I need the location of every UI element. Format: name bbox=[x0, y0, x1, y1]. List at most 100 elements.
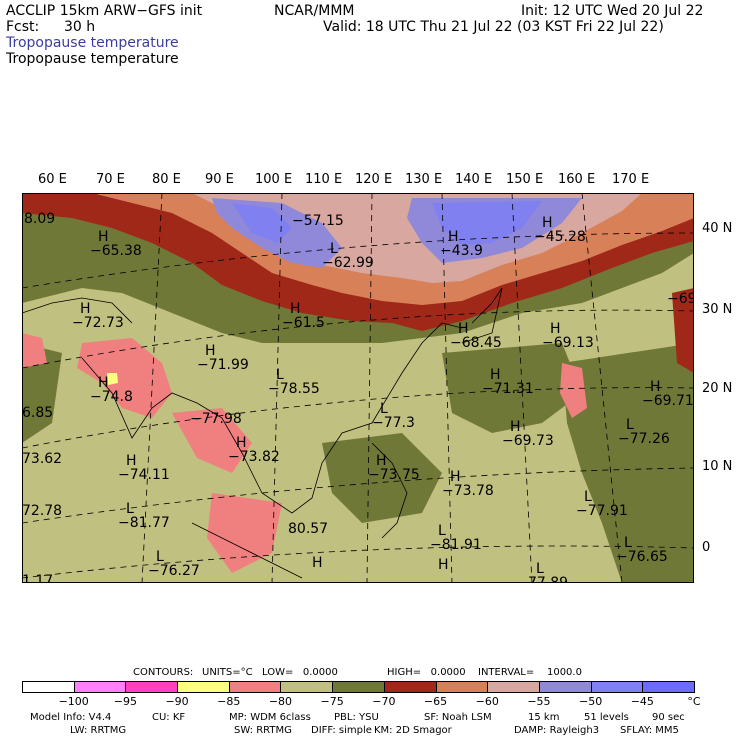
field-patch-salmon-bay bbox=[172, 408, 252, 473]
extremum-value: 77.89 bbox=[528, 575, 568, 583]
high-marker: H bbox=[98, 375, 109, 391]
colorbar-tick: −90 bbox=[165, 695, 189, 708]
lon-label: 140 E bbox=[455, 172, 493, 187]
high-marker: H bbox=[290, 301, 301, 317]
field-patch-salmon-south bbox=[207, 493, 282, 573]
fcst-label: Fcst: bbox=[6, 19, 40, 35]
low-marker: L bbox=[626, 417, 634, 433]
high-marker: H bbox=[126, 453, 137, 469]
extremum-value: −65.38 bbox=[90, 243, 142, 259]
colorbar-cell bbox=[177, 681, 230, 693]
colorbar-cell bbox=[125, 681, 179, 693]
extremum-value: −69 bbox=[667, 291, 694, 307]
tropopause-temperature-map: 8.09H−65.38−57.15L−62.99H−43.9H−45.28−69… bbox=[22, 193, 694, 583]
valid-time: Valid: 18 UTC Thu 21 Jul 22 (03 KST Fri … bbox=[323, 19, 664, 35]
extremum-value: −78.55 bbox=[268, 381, 320, 397]
low-marker: L bbox=[330, 241, 338, 257]
footer-item: SW: RRTMG bbox=[234, 725, 292, 736]
colorbar-tick: −60 bbox=[475, 695, 499, 708]
extremum-value: 72.78 bbox=[22, 503, 62, 519]
lon-label: 160 E bbox=[558, 172, 596, 187]
colorbar-cell bbox=[435, 681, 489, 693]
extremum-value: −43.9 bbox=[440, 243, 483, 259]
interval-label: INTERVAL= 1000.0 bbox=[478, 667, 582, 678]
lon-label: 170 E bbox=[612, 172, 650, 187]
footer-item: SF: Noah LSM bbox=[424, 712, 492, 723]
colorbar-tick: −55 bbox=[527, 695, 551, 708]
extremum-value: −77.3 bbox=[372, 415, 415, 431]
low-marker: L bbox=[438, 523, 446, 539]
colorbar-tick: −80 bbox=[268, 695, 293, 708]
extremum-value: −73.82 bbox=[228, 449, 280, 465]
lon-label: 150 E bbox=[506, 172, 544, 187]
field-title-2: Tropopause temperature bbox=[6, 51, 179, 67]
extremum-value: −77.91 bbox=[576, 503, 628, 519]
extremum-value: −71.99 bbox=[197, 357, 249, 373]
field-patch-blue-2 bbox=[232, 203, 292, 243]
colorbar-tick: −75 bbox=[320, 695, 344, 708]
extremum-value: −76.27 bbox=[148, 563, 200, 579]
extremum-value: −45.28 bbox=[534, 229, 586, 245]
field-title-1: Tropopause temperature bbox=[6, 35, 179, 51]
high-marker: H bbox=[510, 419, 521, 435]
extremum-value: −77.26 bbox=[618, 431, 670, 447]
extrema-labels: 8.09H−65.38−57.15L−62.99H−43.9H−45.28−69… bbox=[22, 211, 694, 583]
footer-item: 90 sec bbox=[652, 712, 685, 723]
lon-label: 80 E bbox=[152, 172, 181, 187]
high-marker: H bbox=[205, 343, 216, 359]
field-patch-olive-pacific bbox=[442, 343, 582, 433]
footer-item: KM: 2D Smagor bbox=[374, 725, 452, 736]
high-marker: H bbox=[650, 379, 661, 395]
footer-item: CU: KF bbox=[152, 712, 186, 723]
extremum-value: −68.45 bbox=[450, 335, 502, 351]
contours-label: CONTOURS: bbox=[133, 667, 194, 678]
extremum-value: −57.15 bbox=[292, 213, 344, 229]
extremum-value: −72.73 bbox=[72, 315, 124, 331]
lat-label: 40 N bbox=[702, 221, 733, 236]
colorbar-tick: −70 bbox=[372, 695, 396, 708]
extremum-value: 6.85 bbox=[22, 405, 53, 421]
high-marker: H bbox=[438, 557, 449, 573]
lon-label: 120 E bbox=[355, 172, 393, 187]
lon-label: 100 E bbox=[255, 172, 293, 187]
footer-item: 15 km bbox=[528, 712, 560, 723]
low-marker: L bbox=[536, 561, 544, 577]
footer-item: 51 levels bbox=[584, 712, 629, 723]
extremum-value: 73.62 bbox=[22, 451, 62, 467]
low-marker: L bbox=[584, 489, 592, 505]
footer-item: LW: RRTMG bbox=[70, 725, 127, 736]
low-marker: L bbox=[380, 401, 388, 417]
low-marker: L bbox=[276, 367, 284, 383]
high-marker: H bbox=[490, 367, 501, 383]
colorbar-cell bbox=[383, 681, 437, 693]
high-marker: H bbox=[98, 229, 109, 245]
extremum-value: −69.71 bbox=[642, 393, 694, 409]
low-label: LOW= 0.0000 bbox=[262, 667, 338, 678]
colorbar-cell bbox=[538, 681, 592, 693]
fcst-value: 30 h bbox=[64, 19, 96, 35]
units-label: UNITS=°C bbox=[202, 667, 253, 678]
field-patch-darkred-east bbox=[672, 288, 694, 373]
extremum-value: −61.5 bbox=[282, 315, 325, 331]
footer-item: SFLAY: MM5 bbox=[620, 725, 679, 736]
lon-label: 60 E bbox=[38, 172, 67, 187]
footer-item: PBL: YSU bbox=[334, 712, 379, 723]
init-time: Init: 12 UTC Wed 20 Jul 22 bbox=[521, 3, 704, 19]
extremum-value: −77.98 bbox=[190, 411, 242, 427]
footer-item: DIFF: simple bbox=[311, 725, 372, 736]
colorbar-tick: −45 bbox=[630, 695, 654, 708]
high-marker: H bbox=[448, 229, 459, 245]
colorbar-cell bbox=[642, 681, 695, 693]
extremum-value: −69.73 bbox=[502, 433, 554, 449]
high-marker: H bbox=[236, 435, 247, 451]
lon-label: 130 E bbox=[405, 172, 443, 187]
org-label: NCAR/MMM bbox=[274, 3, 355, 19]
high-marker: H bbox=[542, 215, 553, 231]
low-marker: L bbox=[126, 501, 134, 517]
colorbar-cell bbox=[228, 681, 282, 693]
extremum-value: −81.91 bbox=[430, 537, 482, 553]
colorbar-tick: −65 bbox=[423, 695, 448, 708]
footer-item: DAMP: Rayleigh3 bbox=[514, 725, 600, 736]
model-title: ACCLIP 15km ARW−GFS init bbox=[6, 3, 203, 19]
low-marker: L bbox=[624, 535, 632, 551]
